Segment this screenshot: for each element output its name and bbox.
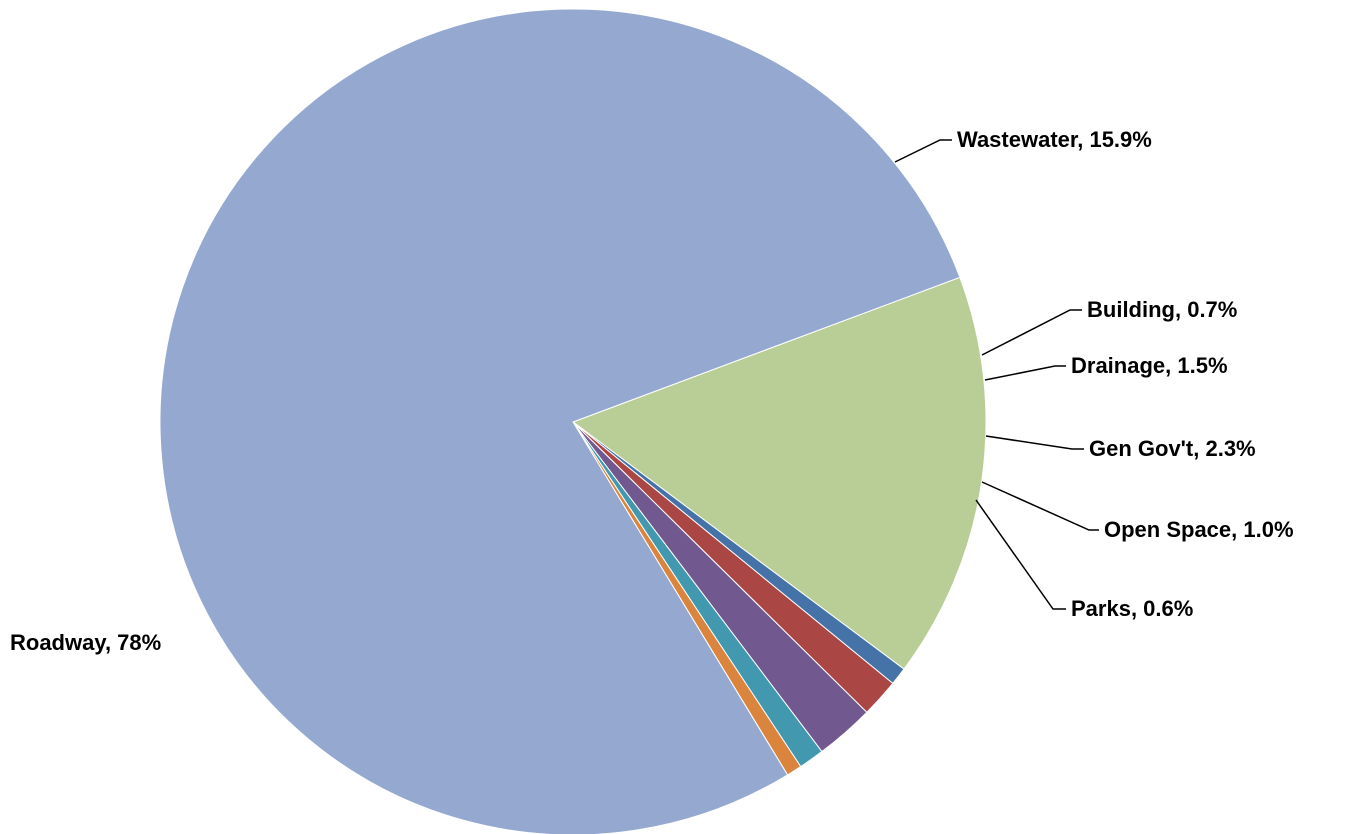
labels-layer: Wastewater, 15.9% Building, 0.7% Drainage,…	[10, 127, 1294, 655]
slice-label-building: Building, 0.7%	[1087, 297, 1237, 322]
slice-label-roadway: Roadway, 78%	[10, 630, 161, 655]
leader-line-open-space	[981, 481, 1099, 531]
slice-label-parks: Parks, 0.6%	[1071, 596, 1193, 621]
leader-line-parks	[975, 499, 1066, 610]
pie-slice-roadway	[159, 8, 961, 834]
slice-label-open-space: Open Space, 1.0%	[1104, 517, 1294, 542]
slice-label-drainage: Drainage, 1.5%	[1071, 353, 1228, 378]
slice-label-wastewater: Wastewater, 15.9%	[957, 127, 1152, 152]
leader-lines-layer	[894, 139, 1099, 610]
leader-line-drainage	[984, 365, 1066, 381]
leader-line-wastewater	[894, 139, 952, 163]
pie-slice-wastewater	[571, 276, 987, 670]
leader-line-building	[981, 309, 1082, 356]
slice-label-gen-gov-t: Gen Gov't, 2.3%	[1089, 436, 1256, 461]
leader-line-gen-gov-t	[985, 435, 1084, 450]
slices-layer	[159, 8, 987, 834]
